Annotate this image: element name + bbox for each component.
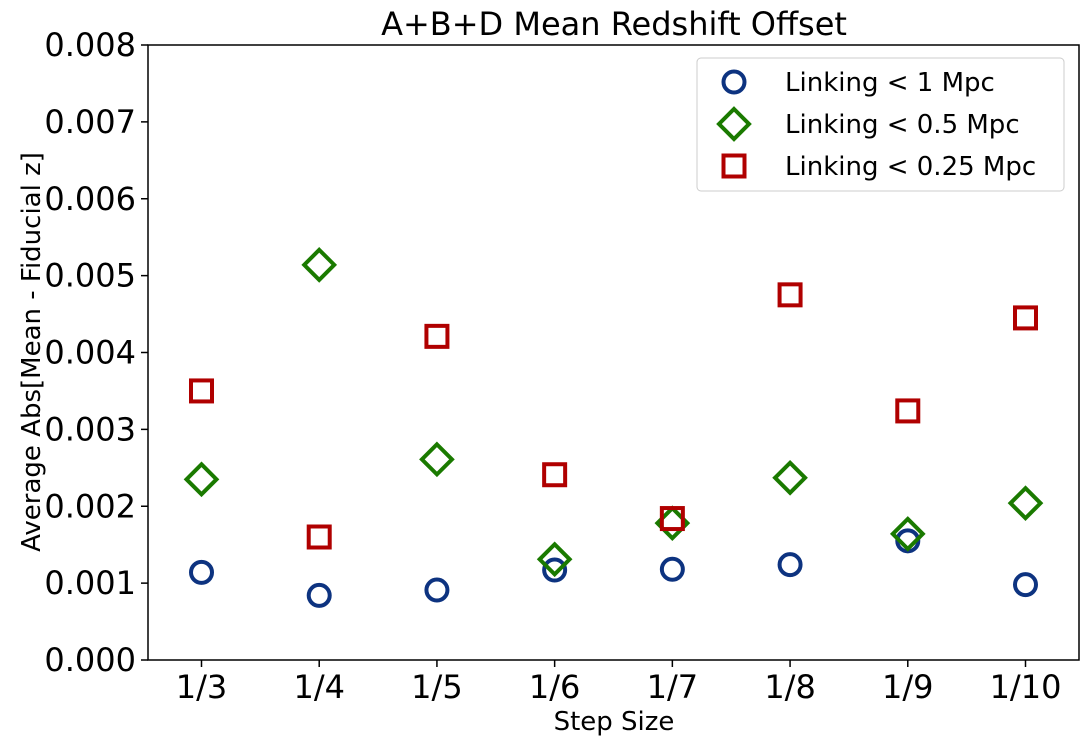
- y-tick-label: 0.004: [44, 334, 136, 372]
- point-05mpc: [301, 247, 338, 283]
- point-025mpc: [424, 323, 450, 349]
- point-1mpc: [777, 552, 803, 578]
- point-05mpc: [536, 541, 573, 578]
- y-tick-label: 0.001: [44, 564, 136, 602]
- point-025mpc: [777, 282, 803, 308]
- point-1mpc: [424, 577, 450, 603]
- y-tick-label: 0.007: [44, 103, 136, 141]
- point-05mpc: [1007, 485, 1044, 522]
- y-tick-label: 0.008: [44, 26, 136, 64]
- y-tick-label: 0.005: [44, 257, 136, 295]
- point-025mpc: [542, 462, 568, 488]
- x-tick-label: 1/5: [411, 668, 463, 706]
- point-025mpc: [659, 506, 685, 532]
- legend-marker: [721, 153, 747, 179]
- point-05mpc: [183, 461, 220, 498]
- x-tick-label: 1/6: [529, 668, 581, 706]
- point-025mpc: [895, 398, 921, 424]
- point-025mpc: [1013, 305, 1038, 331]
- x-tick-label: 1/8: [764, 668, 816, 706]
- x-tick-label: 1/10: [990, 668, 1062, 706]
- x-tick-label: 1/3: [176, 668, 228, 706]
- y-axis: 0.000 0.001 0.002 0.003 0.004 0.005 0.006 0.007…: [44, 26, 148, 679]
- x-axis: 1/3 1/4 1/5 1/6 1/7 1/8 1/9 1/10: [176, 660, 1062, 706]
- point-025mpc: [189, 378, 214, 404]
- legend-label: Linking < 0.25 Mpc: [785, 152, 1036, 182]
- point-1mpc: [306, 582, 332, 608]
- point-05mpc: [772, 459, 808, 496]
- data-points: [183, 247, 1044, 608]
- legend-box: [696, 57, 1065, 192]
- point-1mpc: [542, 557, 568, 583]
- y-tick-label: 0.000: [44, 641, 136, 679]
- x-tick-label: 1/4: [293, 668, 345, 706]
- legend: Linking < 1 Mpc Linking < 0.5 Mpc Linking …: [696, 57, 1065, 192]
- x-tick-label: 1/9: [882, 668, 934, 706]
- y-tick-label: 0.006: [44, 180, 136, 218]
- legend-marker: [721, 69, 747, 95]
- y-tick-label: 0.002: [44, 487, 136, 525]
- y-axis-label: Average Abs[Mean - Fiducial z]: [17, 152, 47, 552]
- legend-marker: [716, 106, 752, 142]
- point-05mpc: [419, 441, 455, 478]
- legend-label: Linking < 1 Mpc: [785, 68, 995, 98]
- legend-label: Linking < 0.5 Mpc: [785, 110, 1020, 140]
- y-tick-label: 0.003: [44, 410, 136, 448]
- point-1mpc: [1013, 572, 1038, 598]
- x-tick-label: 1/7: [647, 668, 699, 706]
- point-025mpc: [306, 524, 332, 550]
- point-1mpc: [659, 556, 685, 582]
- chart-title: A+B+D Mean Redshift Offset: [381, 5, 847, 43]
- point-05mpc: [889, 516, 926, 552]
- point-1mpc: [189, 559, 214, 585]
- x-axis-label: Step Size: [554, 707, 675, 737]
